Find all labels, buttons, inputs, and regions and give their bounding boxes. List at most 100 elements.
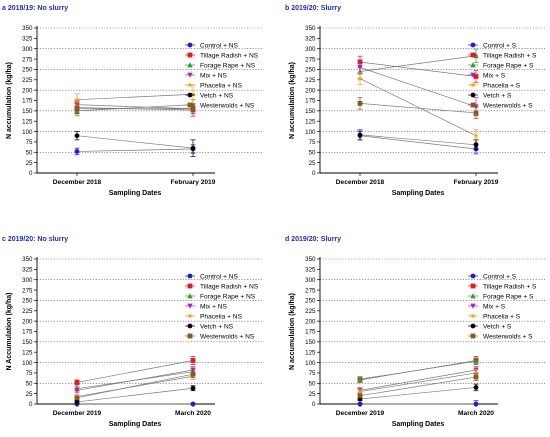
y-tick-label: 175 [22,98,33,105]
y-tick-label: 275 [22,56,33,63]
y-axis-title: N Accumulation (kg/ha) [6,293,13,371]
y-tick-label: 150 [305,108,316,115]
legend-label: Vetch + S [483,323,512,330]
panel-title: c 2019/20: No slurry [2,236,68,243]
y-tick-label: 200 [305,318,316,325]
chart-panel: d 2019/20: Slurry 0 25 50 75 100 125 150 175 200 2… [285,236,545,428]
y-tick-label: 0 [29,401,33,408]
legend-marker [470,102,476,108]
data-point [190,371,196,377]
data-series [74,385,196,405]
data-point [473,142,479,148]
legend-label: Vetch + NS [200,323,234,330]
legend-marker [187,62,193,68]
legend-label: Tillage Radish + NS [200,283,259,290]
data-point [357,393,363,399]
y-tick-label: 250 [22,67,33,74]
series-line [76,135,194,149]
data-series [357,373,479,399]
y-tick-label: 125 [22,349,33,356]
data-point [74,395,80,401]
data-series [357,369,479,394]
legend-marker [470,52,476,58]
panel-title: b 2019/20: Slurry [285,5,341,12]
legend-label: Control + NS [200,42,239,49]
legend-label: Westerwolds + S [483,102,533,109]
y-tick-label: 150 [305,339,316,346]
legend: Control + NS Tillage Radish + NS Forage Ra… [185,42,259,109]
series-line [359,78,477,137]
legend-label: Mix + S [483,72,506,79]
data-point [74,133,80,139]
y-tick-label: 100 [305,129,316,136]
legend-label: Westerwolds + S [483,333,533,340]
legend-marker [470,293,476,299]
series-line [76,93,194,101]
x-tick-label: December 2018 [336,179,385,186]
y-tick-label: 275 [305,56,316,63]
data-point [473,385,479,390]
series-line [76,104,194,110]
data-point [357,388,363,394]
y-tick-label: 175 [22,329,33,336]
legend-label: Control + S [483,273,517,280]
legend-marker [470,333,476,339]
chart-panel: a 2018/19: No slurry 0 25 50 75 100 125 150 175 2… [2,5,262,197]
data-point [74,399,80,405]
data-series [74,103,196,115]
y-tick-label: 150 [22,108,33,115]
x-axis-title: Sampling Dates [109,190,162,197]
series-line [359,135,477,150]
y-tick-label: 325 [305,267,316,274]
y-tick-label: 25 [309,391,316,398]
y-tick-label: 175 [305,329,316,336]
legend-label: Mix + S [483,303,506,310]
y-tick-label: 125 [305,349,316,356]
series-line [76,375,194,397]
legend-label: Forage Rape + S [483,62,534,69]
data-series [74,366,196,394]
data-point [473,369,479,376]
y-tick-label: 100 [22,129,33,136]
y-tick-label: 100 [22,360,33,367]
x-tick-label: December 2019 [336,410,385,417]
legend-label: Mix + NS [200,303,228,310]
x-tick-label: February 2019 [171,179,216,186]
data-series [357,97,479,120]
y-tick-label: 225 [305,308,316,315]
y-tick-label: 225 [22,77,33,84]
chart-panel: b 2019/20: Slurry 0 25 50 75 100 125 150 175 200 2… [285,5,545,197]
data-point [357,132,363,138]
legend-label: Phacelia + NS [200,313,243,320]
series-line [76,387,194,403]
y-tick-label: 350 [22,25,33,32]
y-tick-label: 175 [305,98,316,105]
data-point [74,106,80,112]
legend-label: Vetch + S [483,92,512,99]
data-point [190,401,196,407]
y-tick-label: 300 [305,46,316,53]
y-tick-label: 50 [26,380,33,387]
y-tick-label: 250 [305,67,316,74]
y-tick-label: 75 [309,139,316,146]
y-tick-label: 50 [309,380,316,387]
y-tick-label: 350 [305,256,316,263]
y-tick-label: 200 [22,87,33,94]
legend: Control + NS Tillage Radish + NS Forage Ra… [185,273,259,340]
series-line [76,373,194,399]
data-point [473,358,479,364]
data-series [357,357,479,382]
data-series [74,131,196,157]
y-tick-label: 300 [305,277,316,284]
x-tick-label: March 2020 [458,410,494,417]
legend-marker [187,42,193,48]
data-point [473,132,479,139]
y-tick-label: 225 [22,308,33,315]
series-line [359,360,477,380]
y-tick-label: 350 [305,25,316,32]
legend-marker [187,102,193,108]
y-tick-label: 275 [22,287,33,294]
y-tick-label: 325 [305,36,316,43]
series-line [76,104,194,112]
legend-marker [187,273,193,279]
